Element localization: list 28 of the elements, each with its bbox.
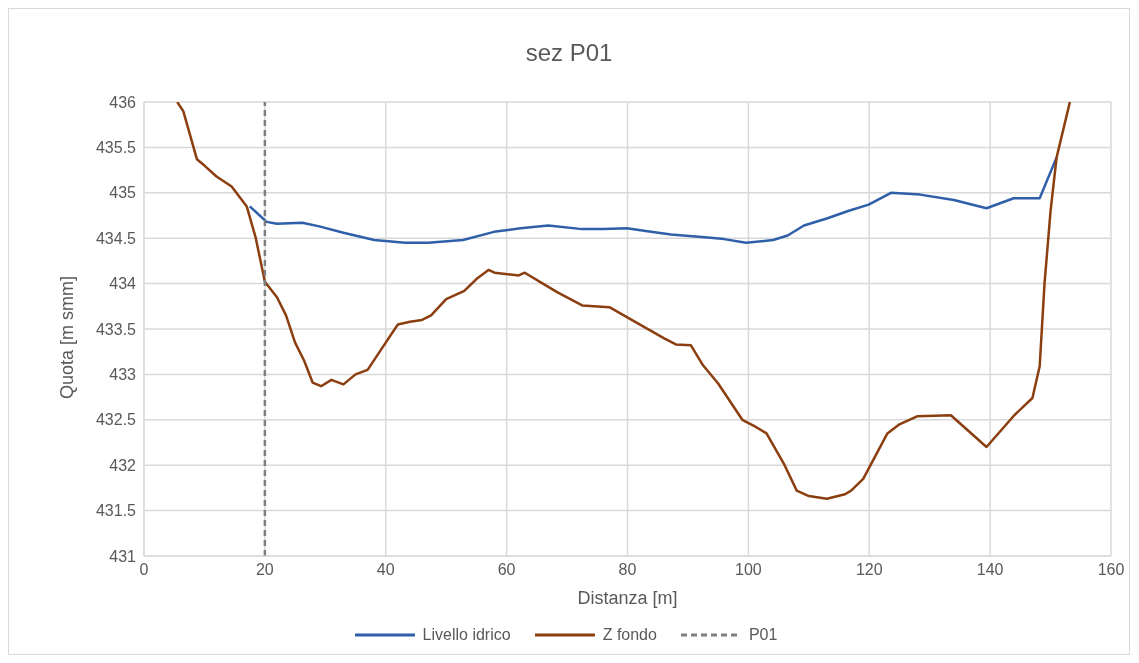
x-tick-label: 80 [618,561,637,579]
line-series [248,156,1058,244]
y-tick-label: 431 [109,547,137,565]
y-tick-label: 433.5 [95,320,137,338]
x-tick-label: 40 [376,561,395,579]
x-tick-label: 100 [735,561,762,579]
x-tick-label: 120 [855,561,883,579]
line-series [175,102,1072,501]
y-tick-label: 435 [109,184,137,202]
x-tick-label: 60 [497,561,516,579]
y-tick-label: 432 [109,456,137,474]
y-tick-label: 431.5 [95,502,137,520]
legend-label: P01 [748,626,778,644]
y-tick-label: 436 [109,93,137,111]
x-tick-label: 20 [255,561,274,579]
y-tick-label: 433 [109,366,137,384]
x-tick-label: 160 [1097,561,1125,579]
y-axis-title: Quota [m smm] [57,275,78,399]
legend-label: Livello idrico [422,626,511,644]
y-tick-label: 435.5 [95,139,137,157]
x-axis-title: Distanza [m] [577,588,678,608]
y-tick-label: 432.5 [95,411,137,429]
x-tick-label: 0 [139,561,149,579]
chart-title: sez P01 [524,38,614,68]
y-tick-label: 434.5 [95,229,137,247]
x-tick-label: 140 [976,561,1004,579]
legend-label: Z fondo [602,626,657,644]
y-tick-label: 434 [109,275,137,293]
